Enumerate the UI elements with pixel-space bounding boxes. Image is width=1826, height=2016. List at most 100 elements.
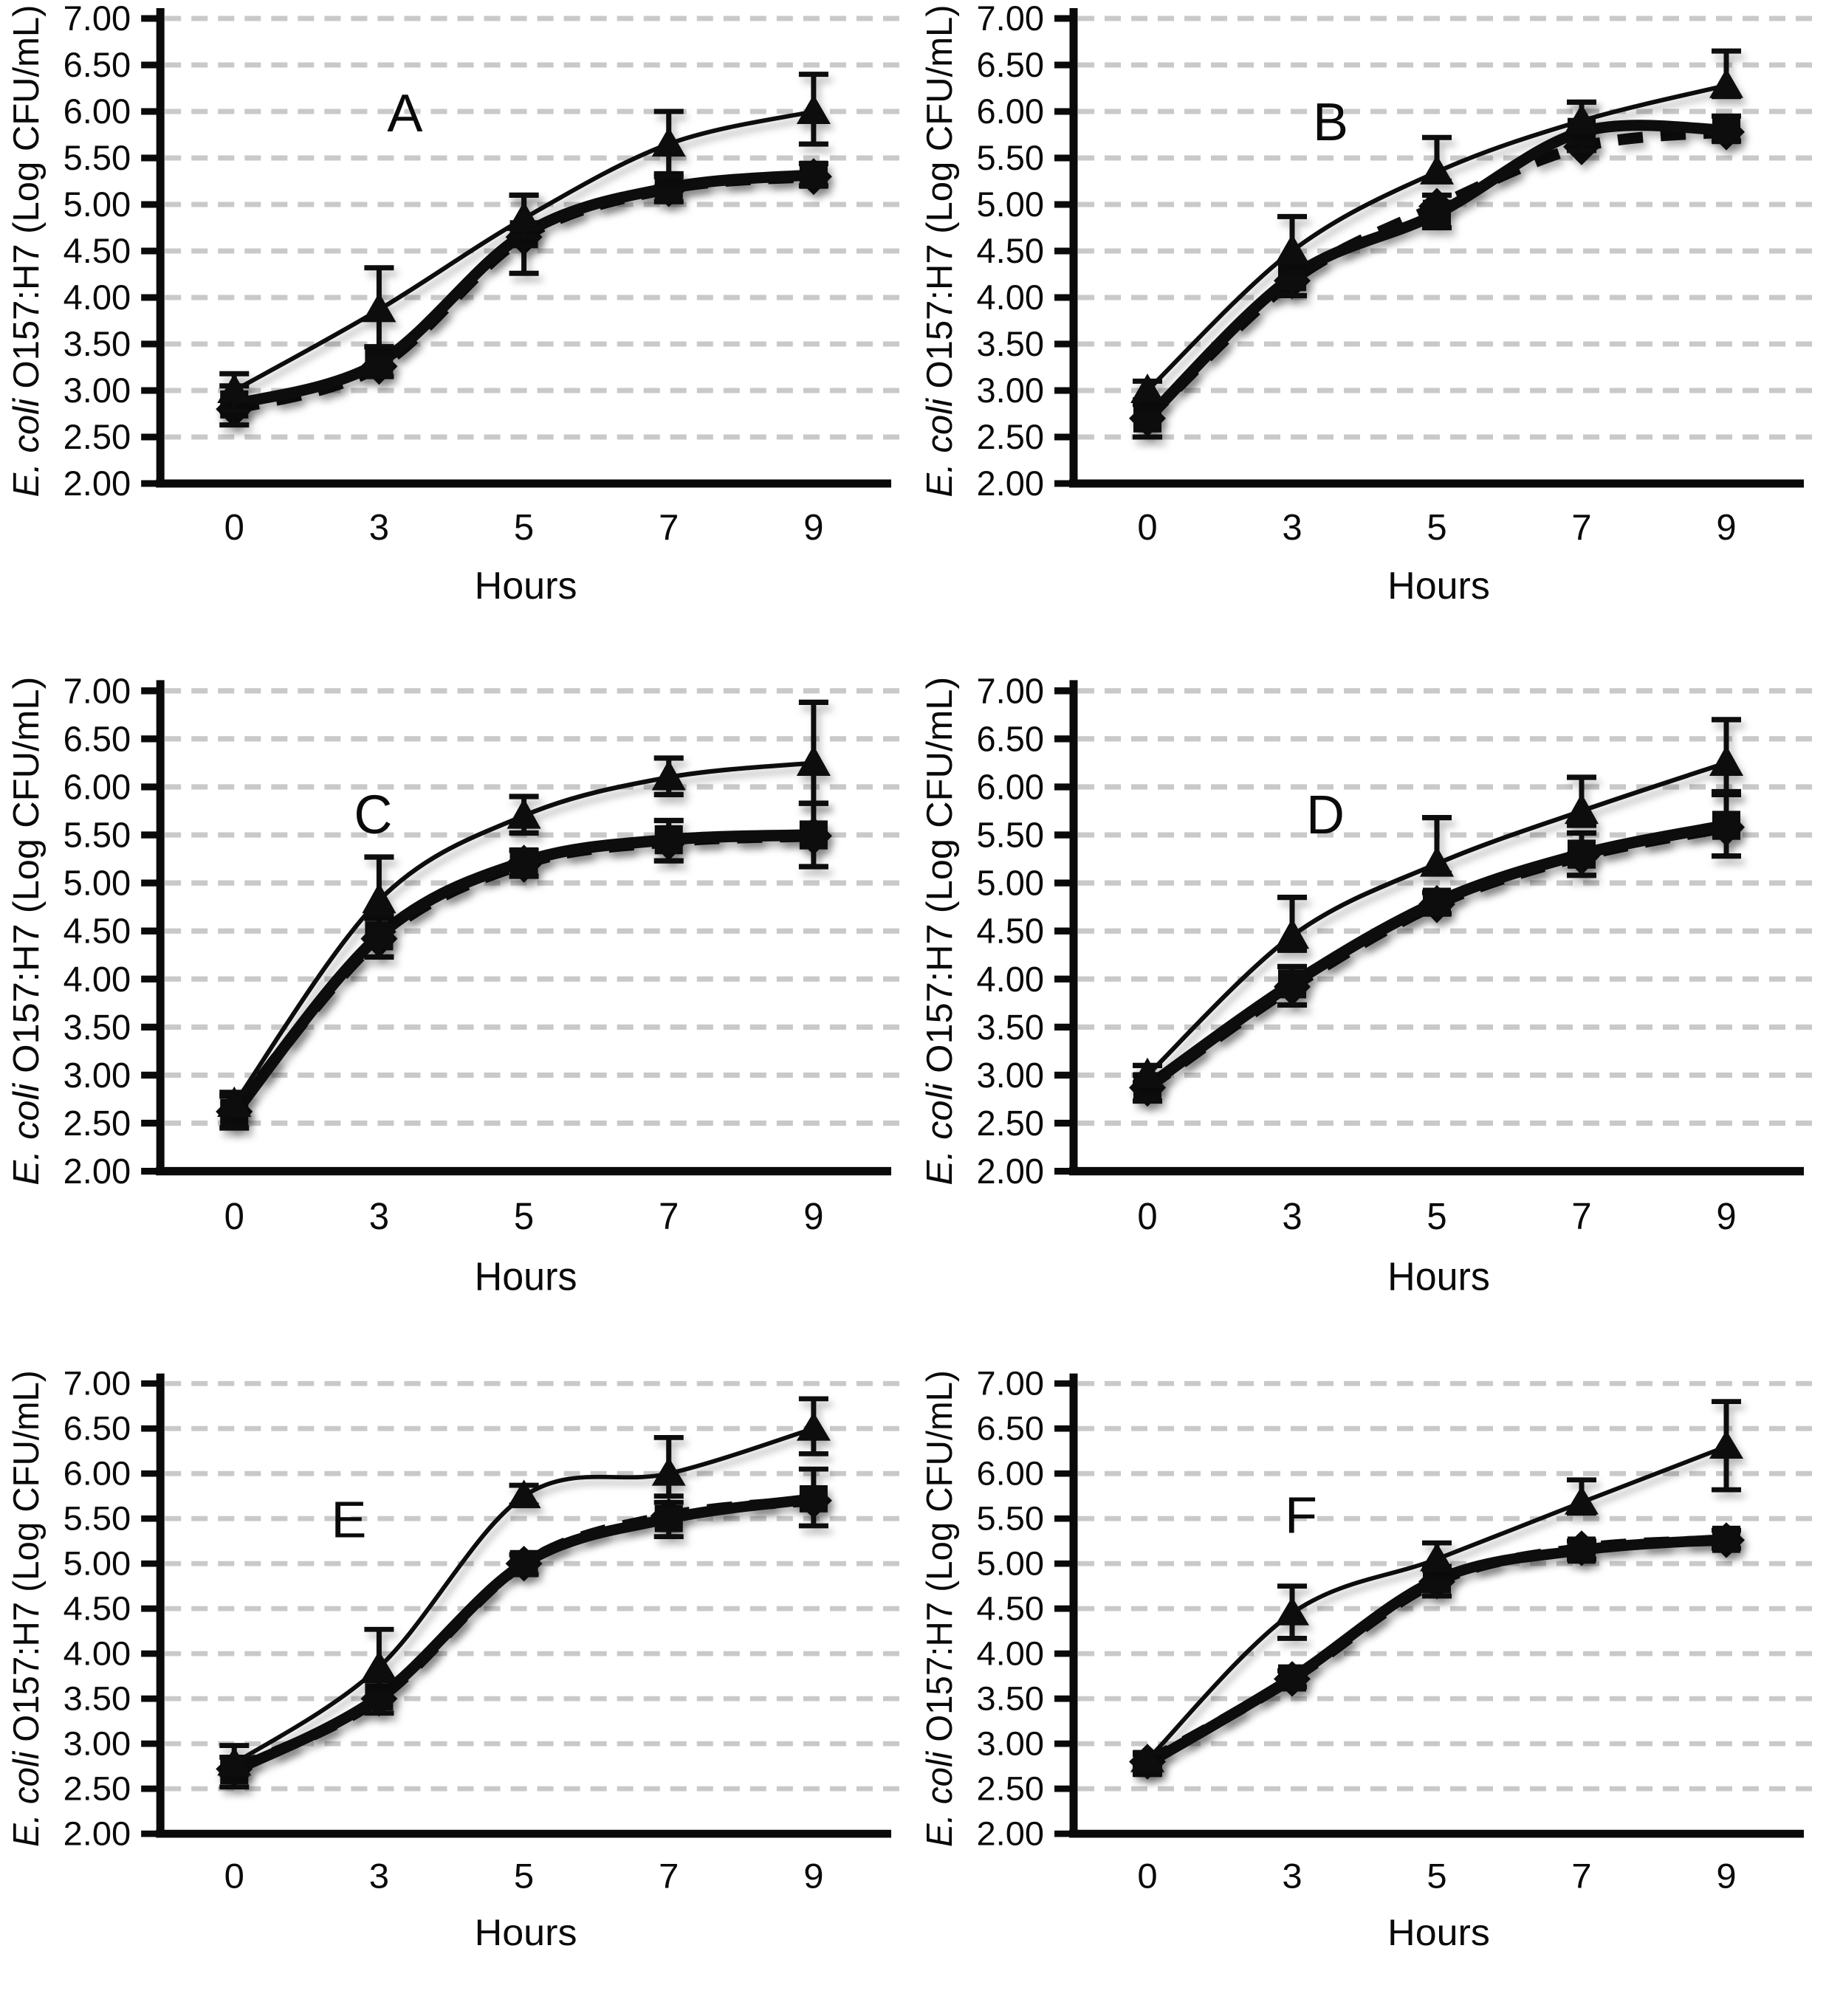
x-axis-label: Hours (1387, 565, 1490, 608)
y-tick-label: 7.00 (977, 672, 1044, 712)
x-tick-label: 7 (659, 508, 679, 548)
square-marker (1278, 969, 1306, 999)
y-axis-label: E. coli O157:H7 (Log CFU/mL) (919, 1370, 960, 1847)
axes (1054, 1373, 1804, 1838)
y-tick-label: 5.00 (977, 185, 1044, 224)
y-tick-label: 3.50 (64, 1679, 131, 1717)
x-tick-labels: 0 3 5 7 9 (1137, 1857, 1736, 1896)
panel-b-chart: 7.00 6.50 6.00 5.50 5.00 4.50 4.00 3.50 3.00 2.50… (920, 0, 1814, 608)
y-tick-label: 5.50 (64, 138, 131, 177)
panel-d-chart: 7.00 6.50 6.00 5.50 5.00 4.50 4.00 3.50 3.00 2.50… (919, 672, 1814, 1299)
x-axis-label: Hours (1387, 1255, 1490, 1299)
triangle-marker (1565, 793, 1599, 825)
y-axis-label: E. coli O157:H7 (Log CFU/mL) (920, 4, 960, 497)
square-marker (1278, 1664, 1306, 1692)
axes (141, 8, 891, 488)
y-tick-label: 2.50 (64, 417, 131, 456)
y-axis-label: E. coli O157:H7 (Log CFU/mL) (6, 677, 47, 1186)
y-tick-labels: 7.00 6.50 6.00 5.50 5.00 4.50 4.00 3.50 3.00 2.50… (977, 1366, 1044, 1852)
y-tick-label: 7.00 (977, 0, 1044, 38)
x-tick-label: 0 (1137, 1195, 1157, 1237)
y-tick-label: 3.00 (977, 1724, 1044, 1762)
x-tick-label: 9 (1716, 508, 1736, 548)
triangle-marker (651, 127, 686, 157)
y-tick-label: 7.00 (64, 672, 131, 712)
x-axis-title: Hours (475, 1255, 577, 1299)
x-tick-label: 5 (1427, 508, 1446, 548)
panel-letter-text: B (1313, 93, 1348, 152)
x-axis-label: Hours (475, 1912, 577, 1953)
y-axis-title: E. coli O157:H7 (Log CFU/mL) (6, 677, 47, 1186)
x-tick-label: 7 (659, 1195, 679, 1237)
y-tick-label: 2.50 (64, 1104, 131, 1143)
y-tick-label: 4.00 (977, 960, 1044, 1000)
triangle-marker (1130, 374, 1164, 403)
panel-letter: B (1313, 93, 1348, 152)
y-tick-label: 4.00 (977, 278, 1044, 317)
triangle-marker (1420, 846, 1454, 877)
square-marker (1423, 887, 1451, 917)
y-tick-label: 4.50 (64, 1589, 131, 1627)
y-tick-labels: 7.00 6.50 6.00 5.50 5.00 4.50 4.00 3.50 3.00 2.50… (64, 672, 131, 1191)
triangle-marker (1709, 1430, 1743, 1459)
markers-square-thick-solid (220, 820, 828, 1129)
y-tick-label: 5.00 (977, 1544, 1044, 1582)
panel-letter-text: D (1306, 784, 1345, 845)
square-marker (365, 921, 394, 951)
x-tick-labels: 0 3 5 7 9 (1137, 508, 1736, 548)
square-marker (654, 825, 683, 855)
panel-letter: C (354, 784, 392, 845)
y-tick-label: 2.00 (64, 1814, 131, 1852)
triangle-marker (1130, 1057, 1164, 1088)
y-tick-label: 2.00 (977, 464, 1044, 503)
series-triangle-thin-solid (217, 72, 831, 414)
x-axis-title: Hours (1387, 565, 1490, 608)
panel-f-chart: 7.00 6.50 6.00 5.50 5.00 4.50 4.00 3.50 3.00 2.50… (919, 1366, 1814, 1953)
triangle-marker (507, 798, 541, 829)
series-triangle-thin-solid (1130, 717, 1743, 1088)
y-tick-label: 3.00 (64, 371, 131, 410)
error-bars-triangle-thin-solid (219, 699, 828, 1117)
square-marker (1568, 839, 1596, 869)
triangle-marker (796, 745, 831, 776)
y-tick-label: 5.00 (977, 864, 1044, 904)
y-tick-label: 6.00 (977, 92, 1044, 131)
square-marker (365, 348, 394, 377)
triangle-marker (1420, 1542, 1454, 1572)
panel-a-chart: 7.00 6.50 6.00 5.50 5.00 4.50 4.00 3.50 3.00 2.50… (7, 0, 902, 608)
square-marker (1712, 811, 1740, 840)
x-tick-label: 9 (803, 1857, 823, 1896)
y-tick-label: 3.50 (977, 1008, 1044, 1047)
y-tick-label: 2.00 (64, 464, 131, 503)
y-axis-title: E. coli O157:H7 (Log CFU/mL) (919, 1370, 960, 1847)
y-axis-title: E. coli O157:H7 (Log CFU/mL) (920, 4, 960, 497)
y-tick-label: 6.50 (977, 45, 1044, 84)
square-marker (509, 1549, 538, 1578)
y-tick-label: 2.00 (977, 1814, 1044, 1852)
y-tick-label: 4.50 (977, 1589, 1044, 1627)
y-tick-label: 7.00 (64, 0, 131, 38)
markers-triangle-thin-solid (1130, 745, 1743, 1088)
axes (141, 680, 891, 1176)
y-tick-label: 2.50 (64, 1769, 131, 1807)
y-tick-label: 2.50 (977, 417, 1044, 456)
panel-letter-text: E (331, 1491, 366, 1549)
y-tick-label: 6.50 (977, 720, 1044, 760)
x-tick-label: 5 (1427, 1857, 1446, 1896)
axes (1054, 680, 1804, 1176)
x-tick-label: 5 (514, 1195, 534, 1237)
x-axis-title: Hours (475, 565, 577, 608)
x-tick-label: 5 (514, 508, 534, 548)
y-tick-labels: 7.00 6.50 6.00 5.50 5.00 4.50 4.00 3.50 3.00 2.50… (977, 672, 1044, 1191)
x-tick-label: 0 (224, 1857, 244, 1896)
triangle-marker (1130, 1743, 1164, 1772)
square-marker (654, 1504, 683, 1532)
series-line-triangle-thin-solid (233, 1426, 814, 1766)
triangle-marker (362, 1651, 397, 1679)
x-axis-title: Hours (475, 1912, 577, 1953)
markers-triangle-thin-solid (1130, 68, 1743, 403)
panel-c: 7.00 6.50 6.00 5.50 5.00 4.50 4.00 3.50 3.00 2.50… (0, 672, 913, 1366)
x-tick-label: 9 (803, 1195, 823, 1237)
y-tick-label: 7.00 (977, 1366, 1044, 1403)
